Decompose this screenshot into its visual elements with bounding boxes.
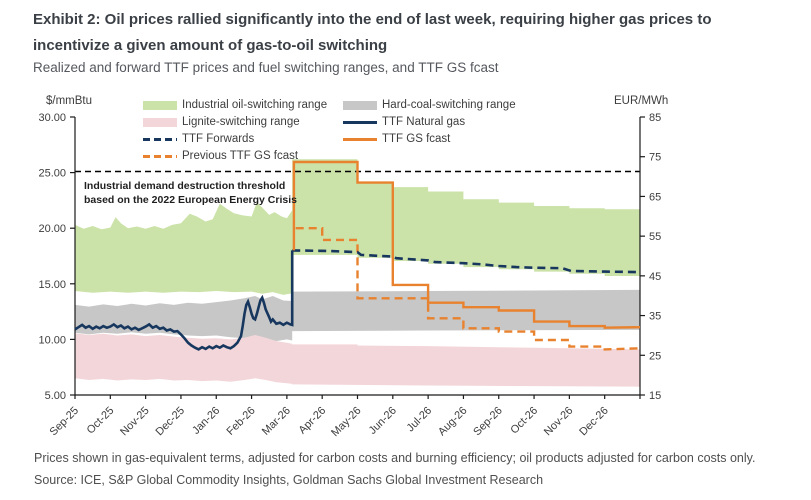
left-axis-tick-label: 15.00: [38, 279, 66, 291]
legend-item-industrial-oil-switching-range: Industrial oil-switching range: [143, 99, 328, 111]
legend-swatch-ttf-natural-gas: [343, 120, 377, 124]
x-axis-tick-label: Jul-26: [405, 405, 435, 435]
legend-swatch-industrial-oil-switching-range: [143, 100, 177, 110]
x-axis-tick-label: Dec-25: [153, 405, 187, 439]
series-ttf-forwards: [292, 249, 641, 274]
left-axis-tick-label: 25.00: [38, 168, 66, 180]
footnote: Prices shown in gas-equivalent terms, ad…: [34, 451, 756, 465]
x-axis-tick-label: Jan-26: [190, 405, 222, 437]
x-axis-tick-label: Oct-25: [85, 405, 117, 437]
band-lignite-switching-range: [75, 333, 640, 387]
legend-item-previous-ttf-gs-fcast: Previous TTF GS fcast: [143, 150, 327, 162]
series-ttf-natural-gas: [74, 250, 294, 351]
right-axis-tick-label: 35: [649, 311, 661, 323]
legend-label: Previous TTF GS fcast: [182, 150, 299, 162]
legend-item-hard-coal-switching-range: Hard-coal-switching range: [343, 99, 516, 111]
legend-label: TTF Natural gas: [382, 116, 466, 128]
right-axis-tick-label: 85: [649, 112, 661, 124]
x-axis-tick-label: Oct-26: [508, 405, 540, 437]
band-industrial-oil-switching-range: [75, 159, 640, 295]
x-axis-tick-label: Nov-26: [542, 405, 576, 439]
legend-item-ttf-natural-gas: TTF Natural gas: [343, 116, 516, 128]
right-axis-tick-label: 65: [649, 191, 661, 203]
legend-label: TTF Forwards: [182, 133, 255, 145]
legend-label: Hard-coal-switching range: [382, 99, 516, 111]
x-axis-tick-label: Nov-25: [118, 405, 152, 439]
left-axis-tick-label: 20.00: [38, 223, 66, 235]
legend-item-ttf-gs-fcast: TTF GS fcast: [343, 133, 516, 145]
left-axis-tick-label: 5.00: [45, 390, 66, 402]
right-axis-tick-label: 25: [649, 350, 661, 362]
legend-swatch-previous-ttf-gs-fcast: [143, 154, 177, 158]
legend-column-2: Hard-coal-switching range TTF Natural gas…: [343, 99, 516, 145]
x-axis-tick-label: Dec-26: [577, 405, 611, 439]
legend-swatch-lignite-switching-range: [143, 117, 177, 127]
right-axis-tick-label: 15: [649, 390, 661, 402]
exhibit-title: Exhibit 2: Oil prices rallied significan…: [33, 11, 712, 54]
legend-column-1: Industrial oil-switching range Lignite-sw…: [143, 99, 328, 162]
legend-item-lignite-switching-range: Lignite-switching range: [143, 116, 327, 128]
source-line: Source: ICE, S&P Global Commodity Insigh…: [34, 473, 544, 487]
legend-label: TTF GS fcast: [382, 133, 451, 145]
right-axis-tick-label: 55: [649, 231, 661, 243]
x-axis-tick-label: Apr-26: [296, 405, 328, 437]
legend-swatch-ttf-forwards: [143, 137, 177, 141]
legend-label: Lignite-switching range: [182, 116, 300, 128]
x-axis-tick-label: Sep-26: [471, 405, 505, 439]
left-axis-tick-label: 30.00: [38, 112, 66, 124]
legend-swatch-ttf-gs-fcast: [343, 137, 377, 141]
x-axis-tick-label: Jun-26: [367, 405, 399, 437]
exhibit-subtitle: Realized and forward TTF prices and fuel…: [33, 60, 499, 75]
threshold-annotation: Industrial demand destruction threshold …: [84, 180, 297, 206]
x-axis-tick-label: Aug-26: [436, 405, 470, 439]
series-ttf-gs-fcast: [292, 160, 641, 329]
legend-item-ttf-forwards: TTF Forwards: [143, 133, 327, 145]
left-axis-unit-label: $/mmBtu: [46, 95, 93, 107]
x-axis-tick-label: Feb-26: [225, 405, 258, 438]
series-previous-ttf-gs-fcast: [295, 226, 641, 351]
left-axis-tick-label: 10.00: [38, 334, 66, 346]
right-axis-tick-label: 45: [649, 271, 661, 283]
right-axis-tick-label: 75: [649, 152, 661, 164]
legend-swatch-hard-coal-switching-range: [343, 100, 377, 110]
x-axis-tick-label: May-26: [329, 405, 363, 439]
right-axis-unit-label: EUR/MWh: [614, 95, 669, 107]
x-axis-tick-label: Mar-26: [260, 405, 293, 438]
x-axis-tick-label: Sep-25: [48, 405, 82, 439]
legend-label: Industrial oil-switching range: [182, 99, 328, 111]
